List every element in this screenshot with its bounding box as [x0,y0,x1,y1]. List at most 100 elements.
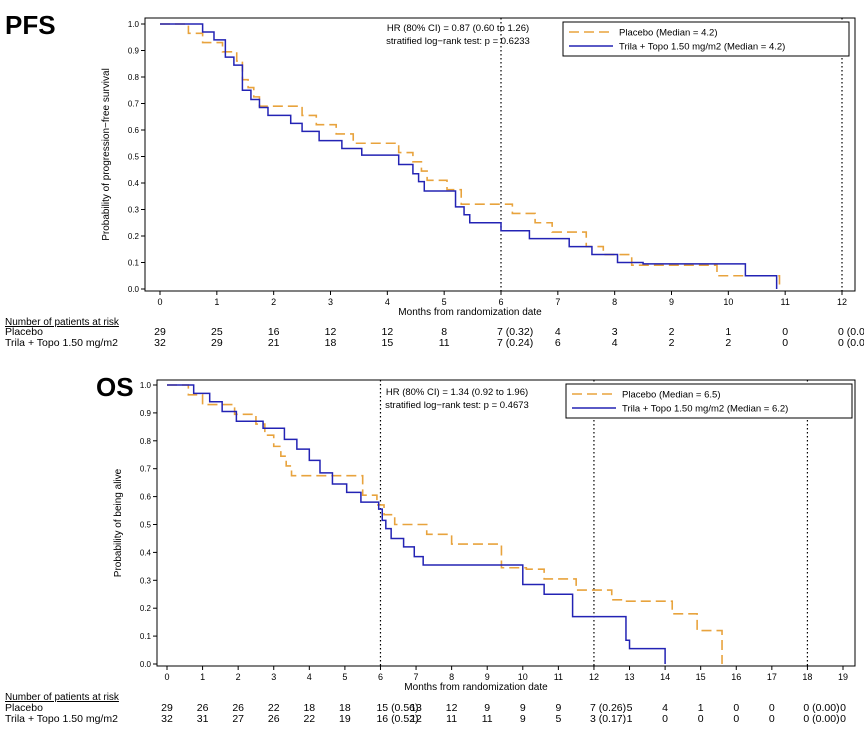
os-risk-value: 15 (0.56) [376,702,418,714]
os-hr-annotation: HR (80% CI) = 1.34 (0.92 to 1.96) [386,387,528,398]
os-xtick-label: 4 [307,672,312,682]
os-xtick-label: 14 [660,672,670,682]
pfs-risk-value: 0 [782,337,788,349]
os-ytick-label: 0.6 [140,493,152,502]
os-risk-value: 26 [232,702,244,714]
pfs-ytick-label: 0.2 [128,232,140,241]
os-risk-table-header: Number of patients at risk [5,692,120,703]
pfs-xtick-label: 4 [385,297,390,307]
pfs-risk-value: 6 [555,337,561,349]
pfs-risk-value: 4 [612,337,618,349]
os-risk-value: 0 [662,713,668,725]
pfs-risk-value: 2 [669,326,675,338]
pfs-x-axis-title: Months from randomization date [398,307,542,318]
os-series-trila-topo-curve [167,384,666,664]
pfs-risk-value: 7 (0.32) [497,326,533,338]
os-x-axis-title: Months from randomization date [404,682,548,693]
os-xtick-label: 11 [554,672,563,682]
os-panel-label: OS [96,372,134,402]
pfs-risk-row-label: Placebo [5,326,43,338]
pfs-xtick-label: 7 [555,297,560,307]
os-series-placebo-curve [167,384,723,664]
pfs-ytick-label: 0.1 [128,259,140,268]
os-risk-value: 0 [769,702,775,714]
pfs-risk-value: 32 [154,337,166,349]
os-risk-row-label: Placebo [5,702,43,714]
os-risk-value: 22 [303,713,315,725]
pfs-risk-value: 3 [612,326,618,338]
pfs-risk-value: 8 [441,326,447,338]
os-risk-value: 0 (0.00) [803,713,839,725]
pfs-xtick-label: 1 [214,297,219,307]
os-xtick-label: 6 [378,672,383,682]
os-risk-value: 16 (0.52) [376,713,418,725]
os-risk-value: 12 [446,702,458,714]
os-xtick-label: 7 [414,672,419,682]
os-ytick-label: 0.7 [140,465,152,474]
pfs-ytick-label: 1.0 [128,20,140,29]
os-xtick-label: 5 [342,672,347,682]
os-risk-value: 31 [197,713,209,725]
os-ytick-label: 0.3 [140,576,152,585]
os-risk-value: 5 [627,702,633,714]
os-ytick-label: 0.9 [140,409,152,418]
os-plot-frame [156,379,856,667]
os-xtick-label: 15 [696,672,706,682]
pfs-xtick-label: 11 [780,297,789,307]
os-risk-value: 11 [482,713,493,725]
pfs-xtick-label: 0 [157,297,162,307]
os-risk-value: 3 (0.17) [590,713,626,725]
os-ytick-label: 0.4 [140,548,152,557]
pfs-xtick-label: 8 [612,297,617,307]
os-ytick-label: 0.2 [140,604,152,613]
pfs-risk-value: 18 [325,337,337,349]
pfs-xtick-label: 2 [271,297,276,307]
os-risk-value: 26 [268,713,280,725]
pfs-xtick-label: 5 [442,297,447,307]
os-xtick-label: 9 [485,672,490,682]
os-xtick-label: 13 [625,672,635,682]
pfs-risk-value: 0 [782,326,788,338]
os-chart: OS0.00.10.20.30.40.50.60.70.80.91.00 1 2 3 4… [5,372,856,725]
pfs-risk-value: 7 (0.24) [497,337,533,349]
os-xtick-label: 17 [767,672,777,682]
os-xtick-label: 18 [802,672,812,682]
pfs-xtick-label: 9 [669,297,674,307]
os-risk-value: 1 [698,702,704,714]
os-risk-row-label: Trila + Topo 1.50 mg/m2 [5,713,118,725]
os-risk-value: 9 [555,702,561,714]
pfs-xtick-label: 12 [837,297,847,307]
pfs-ytick-label: 0.7 [128,100,140,109]
os-xtick-label: 0 [164,672,169,682]
os-risk-value: 18 [303,702,315,714]
os-xtick-label: 19 [838,672,848,682]
os-xtick-label: 3 [271,672,276,682]
pfs-risk-row-label: Trila + Topo 1.50 mg/m2 [5,337,118,349]
pfs-ytick-label: 0.8 [128,73,140,82]
pfs-risk-value: 15 [381,337,393,349]
pfs-series-placebo-curve [160,23,781,289]
pfs-xtick-label: 6 [498,297,503,307]
os-risk-value: 1 [627,713,633,725]
os-risk-value: 0 [840,713,846,725]
os-legend: Placebo (Median = 6.5) Trila + Topo 1.50 … [565,383,853,419]
os-risk-value: 5 [555,713,561,725]
os-logrank-annotation: stratified log−rank test: p = 0.4673 [385,400,529,411]
pfs-risk-value: 0 (0.05) [838,326,864,338]
os-risk-value: 9 [520,713,526,725]
os-risk-value: 13 [410,702,422,714]
os-risk-value: 27 [232,713,244,725]
pfs-xtick-label: 10 [723,297,733,307]
os-y-axis-title: Probability of being alive [113,468,124,577]
os-risk-value: 12 [410,713,422,725]
pfs-risk-value: 25 [211,326,223,338]
os-risk-value: 4 [662,702,668,714]
os-risk-value: 29 [161,702,173,714]
os-xtick-label: 2 [236,672,241,682]
os-xtick-label: 1 [200,672,205,682]
pfs-ytick-label: 0.3 [128,206,140,215]
os-risk-value: 9 [520,702,526,714]
